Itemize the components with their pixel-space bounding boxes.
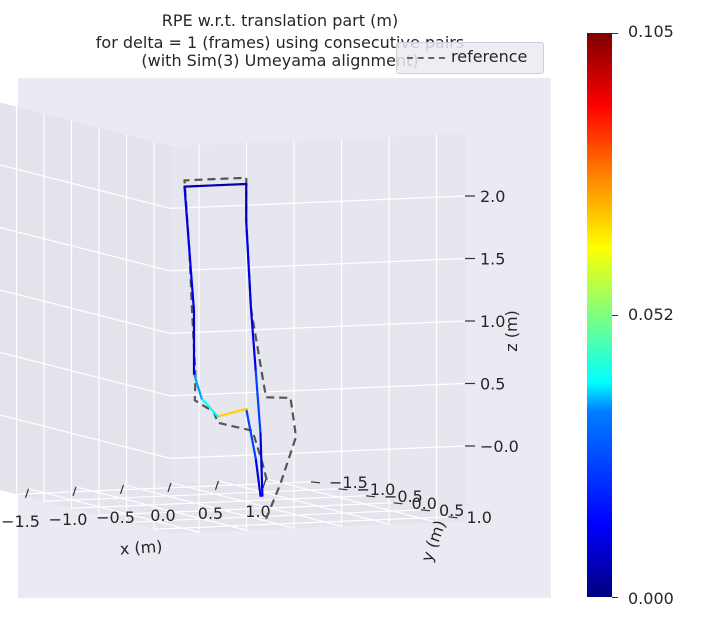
- x-tick-label: −1.0: [49, 510, 88, 529]
- chart-title: RPE w.r.t. translation part (m): [161, 11, 399, 30]
- grid-line-y: [43, 113, 339, 502]
- estimate-segment: [192, 372, 203, 400]
- legend: reference: [396, 42, 544, 74]
- estimate-segment: [216, 407, 248, 418]
- grid-line-x: [265, 134, 438, 523]
- chart-subtitle-1: for delta = 1 (frames) using consecutive…: [95, 33, 465, 52]
- colorbar-tick-max: [612, 33, 618, 34]
- x-tick-mark: [167, 482, 172, 492]
- estimate-segment: [216, 182, 248, 187]
- estimate-segment: [259, 432, 264, 497]
- grid-line-y: [98, 127, 394, 516]
- z-tick-label: 1.0: [480, 312, 505, 331]
- x-tick-mark: [119, 484, 125, 494]
- estimate-segment: [249, 307, 257, 373]
- x-tick-mark: [72, 486, 77, 496]
- estimate-segment: [200, 397, 219, 418]
- pane-side: [0, 102, 171, 534]
- legend-dash-marker: [407, 57, 445, 59]
- colorbar-label-max: 0.105: [628, 22, 674, 41]
- grid-line-x: [28, 144, 200, 533]
- grid-line-x: [218, 136, 390, 525]
- y-tick-label: −1.0: [357, 480, 396, 499]
- y-tick-mark: [365, 495, 376, 498]
- x-tick-mark: [214, 480, 220, 490]
- estimate-segment: [183, 185, 191, 250]
- y-tick-label: −1.5: [329, 473, 368, 492]
- x-axis-label: x (m): [119, 537, 163, 559]
- x-tick-label: −1.5: [1, 512, 40, 531]
- x-tick-label: 0.0: [150, 506, 175, 525]
- estimate-segment: [245, 220, 253, 310]
- colorbar-tick-mid: [612, 315, 618, 316]
- colorbar: [587, 33, 612, 597]
- y-tick-label: 0.0: [412, 494, 437, 513]
- grid-line-z: [0, 226, 466, 272]
- estimate-segment: [188, 247, 196, 313]
- y-tick-mark: [310, 481, 321, 484]
- z-tick-label: 2.0: [480, 187, 505, 206]
- z-tick-label: −0.0: [480, 437, 519, 456]
- grid-line-z: [0, 164, 466, 210]
- z-axis-label: z (m): [502, 310, 521, 352]
- y-tick-label: 0.5: [439, 501, 464, 520]
- y-tick-mark: [420, 509, 431, 512]
- colorbar-tick-min: [612, 597, 618, 598]
- x-tick-mark: [24, 488, 30, 498]
- grid-line-z: [0, 289, 466, 335]
- legend-label-reference: reference: [451, 47, 528, 66]
- estimate-segment: [254, 370, 262, 435]
- pane-floor: [0, 477, 465, 534]
- y-tick-mark: [448, 516, 458, 519]
- colorbar-label-min: 0.000: [628, 589, 674, 608]
- y-tick-label: −0.5: [384, 487, 423, 506]
- pane-back: [170, 133, 465, 534]
- grid-line-y: [15, 106, 312, 495]
- grid-line-x: [170, 138, 343, 527]
- y-tick-label: 1.0: [467, 508, 492, 527]
- chart-subtitle-2: (with Sim(3) Umeyama alignment): [141, 51, 419, 70]
- grid-line-y: [125, 134, 422, 523]
- x-tick-label: 0.5: [198, 504, 223, 523]
- grid-line-z: [0, 414, 466, 460]
- y-tick-mark: [393, 502, 403, 505]
- grid-line-y: [153, 141, 449, 530]
- estimate-segment: [245, 407, 257, 460]
- estimate-segment: [183, 184, 219, 188]
- x-tick-label: 1.0: [245, 502, 270, 521]
- x-tick-label: −0.5: [96, 508, 135, 527]
- grid-line-y: [70, 120, 367, 509]
- reference-trajectory: [183, 176, 298, 522]
- grid-line-z: [0, 351, 466, 397]
- grid-line-x: [123, 140, 295, 529]
- z-tick-label: 1.5: [480, 250, 505, 269]
- grid-line-x: [75, 142, 248, 531]
- colorbar-label-mid: 0.052: [628, 305, 674, 324]
- x-tick-mark: [262, 478, 267, 488]
- z-tick-label: 0.5: [480, 375, 505, 394]
- estimate-segment: [254, 457, 262, 497]
- y-tick-mark: [338, 488, 348, 491]
